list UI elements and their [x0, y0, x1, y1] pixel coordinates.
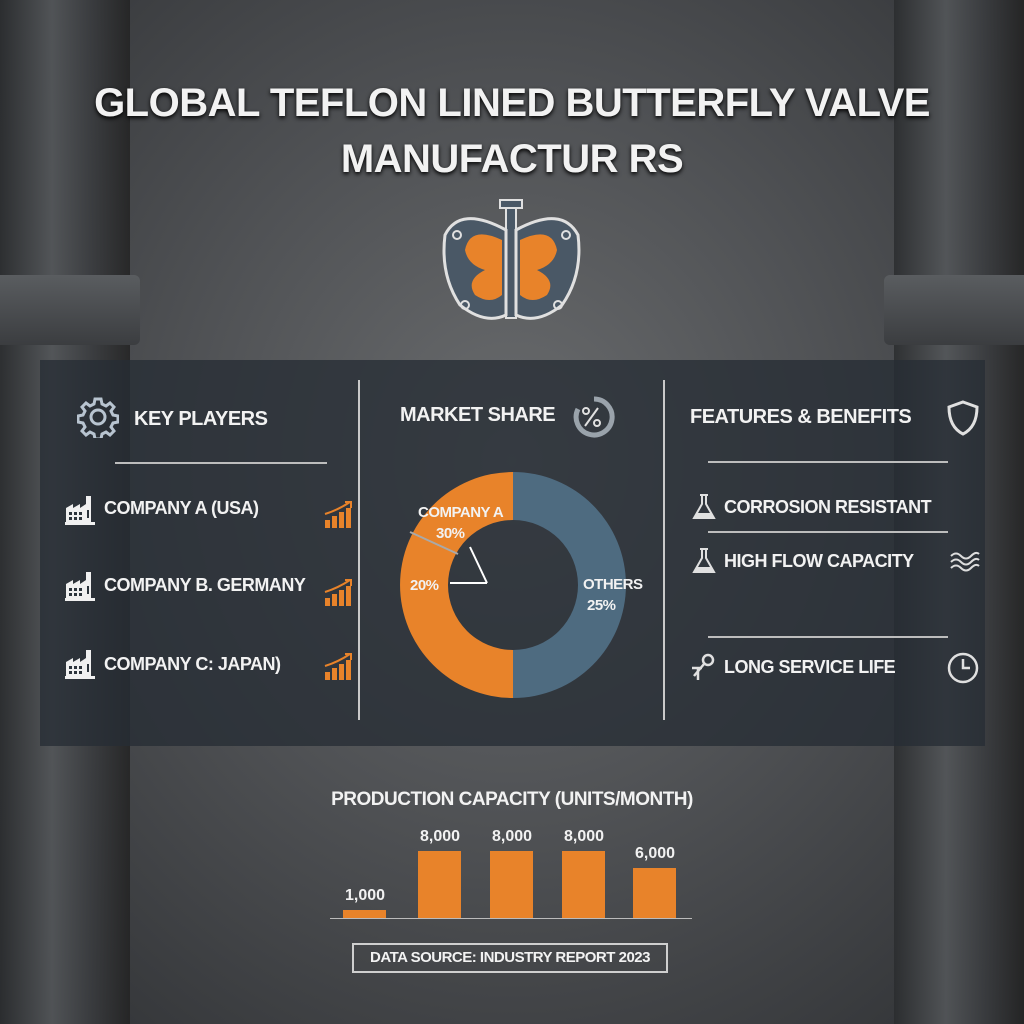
market-share-donut [400, 472, 626, 698]
clock-icon [947, 652, 979, 684]
bar-value-label: 8,000 [419, 828, 461, 845]
bar-value-label: 8,000 [563, 828, 605, 845]
divider [708, 461, 948, 463]
donut-slice-others [513, 472, 626, 698]
factory-icon [65, 572, 95, 601]
feature-label: CORROSION RESISTANT [724, 497, 932, 517]
slice-label-others: OTHERS [583, 576, 643, 593]
bar [343, 909, 386, 918]
feature-label: LONG SERVICE LIFE [724, 657, 896, 677]
factory-icon [65, 496, 95, 525]
slice-separator [409, 531, 459, 555]
title-line-2: MANUFACTUR RS [340, 137, 684, 181]
x-axis [330, 918, 692, 919]
feature-label: HIGH FLOW CAPACITY [724, 551, 914, 571]
company-label: COMPANY C: JAPAN) [104, 654, 281, 674]
data-source-box: DATA SOURCE: INDUSTRY REPORT 2023 [352, 943, 668, 973]
features-heading: FEATURES & BENEFITS [690, 406, 912, 428]
divider [115, 462, 327, 464]
pointer-line [469, 546, 488, 584]
divider [358, 380, 360, 720]
divider [708, 636, 948, 638]
shield-icon [947, 400, 979, 436]
key-players-heading: KEY PLAYERS [134, 408, 268, 430]
bar [633, 867, 676, 918]
title-line-1: GLOBAL TEFLON LINED BUTTERFLY VALVE [94, 81, 930, 125]
waves-icon [950, 551, 980, 572]
growth-chart-icon [324, 579, 352, 607]
growth-chart-icon [324, 501, 352, 529]
bar-value-label: 8,000 [491, 828, 533, 845]
donut-slice-orange [400, 472, 513, 698]
butterfly-valve-icon [442, 199, 581, 320]
divider [708, 531, 948, 533]
gear-icon [77, 397, 119, 438]
slice-value-company-a: 30% [436, 525, 465, 542]
company-label: COMPANY B. GERMANY [104, 575, 306, 595]
slice-label-company-a: COMPANY A [418, 504, 504, 521]
growth-chart-icon [324, 653, 352, 681]
wrench-icon [692, 653, 715, 680]
bar-value-label: 1,000 [344, 886, 386, 904]
flask-icon [693, 548, 715, 573]
slice-value-20: 20% [410, 577, 439, 594]
bar [562, 851, 605, 918]
right-flange [884, 275, 1024, 345]
divider [663, 380, 665, 720]
company-label: COMPANY A (USA) [104, 498, 259, 518]
percent-cycle-icon [573, 396, 615, 438]
bar-value-label: 6,000 [634, 844, 676, 862]
market-share-heading: MARKET SHARE [400, 404, 556, 426]
slice-value-others: 25% [587, 597, 616, 614]
production-chart-title: PRODUCTION CAPACITY (UNITS/MONTH) [331, 789, 693, 810]
bar [418, 851, 461, 918]
flask-icon [693, 494, 715, 519]
left-flange [0, 275, 140, 345]
data-source-text: DATA SOURCE: INDUSTRY REPORT 2023 [370, 949, 650, 966]
bar [490, 851, 533, 918]
factory-icon [65, 650, 95, 679]
